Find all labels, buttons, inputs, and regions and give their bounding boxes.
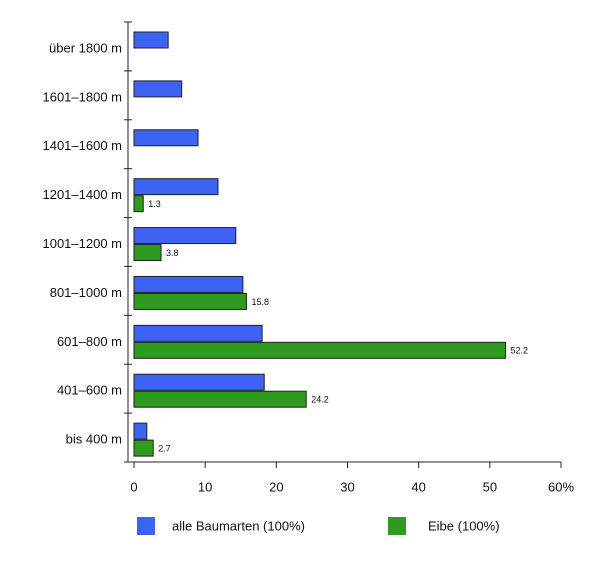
bar xyxy=(133,439,154,457)
y-tick-label: 601–800 m xyxy=(57,334,122,349)
y-tick-label: 401–600 m xyxy=(57,383,122,398)
bar xyxy=(133,373,265,391)
y-tick-label: 801–1000 m xyxy=(50,285,122,300)
data-label: 2.7 xyxy=(158,443,171,453)
x-tick-label: 20 xyxy=(269,479,283,494)
y-tick-label: 1601–1800 m xyxy=(42,89,122,104)
y-tick-label: 1201–1400 m xyxy=(42,187,122,202)
legend-swatch xyxy=(137,517,155,535)
bar xyxy=(133,422,148,440)
bar xyxy=(133,178,219,196)
data-label: 15.8 xyxy=(251,297,269,307)
x-tick-label: 40 xyxy=(411,479,425,494)
legend-label: Eibe (100%) xyxy=(428,518,500,533)
bar xyxy=(133,292,247,310)
data-label: 52.2 xyxy=(510,346,528,356)
data-label: 1.3 xyxy=(148,199,161,209)
bar xyxy=(133,129,199,147)
x-tick-label: 50 xyxy=(483,479,497,494)
y-tick-label: über 1800 m xyxy=(49,40,122,55)
x-tick-label: 10 xyxy=(198,479,212,494)
bar xyxy=(133,275,244,293)
y-tick-label: 1001–1200 m xyxy=(42,236,122,251)
data-label: 3.8 xyxy=(166,248,179,258)
bar xyxy=(133,244,162,262)
bar xyxy=(133,324,263,342)
bar xyxy=(133,227,237,245)
y-tick-label: 1401–1600 m xyxy=(42,138,122,153)
x-tick-label: 0 xyxy=(130,479,137,494)
legend-label: alle Baumarten (100%) xyxy=(172,518,305,533)
x-tick-label: 60% xyxy=(548,479,574,494)
bar xyxy=(133,31,169,49)
bar xyxy=(133,341,506,359)
bar xyxy=(133,195,144,213)
x-tick-label: 30 xyxy=(340,479,354,494)
data-label: 24.2 xyxy=(311,395,329,405)
bar xyxy=(133,80,183,98)
y-tick-label: bis 400 m xyxy=(66,432,122,447)
legend-swatch xyxy=(388,517,406,535)
bar xyxy=(133,390,307,408)
